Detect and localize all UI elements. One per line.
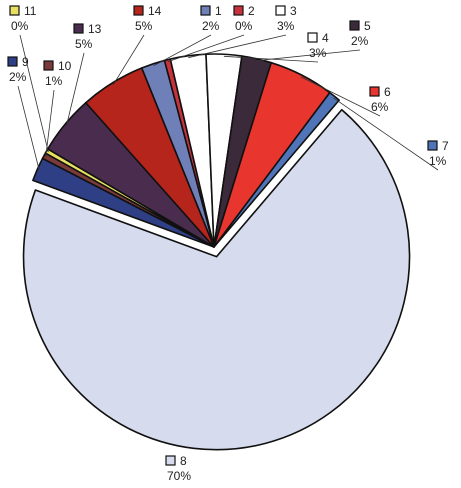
slice-label-8: 870% — [165, 454, 191, 483]
pie-slice-8 — [22, 108, 411, 451]
slice-label-5: 52% — [349, 19, 371, 48]
labels-layer: 12%20%33%43%52%66%71%870%92%101%110% 135%… — [7, 4, 449, 483]
slice-name-11: 11 — [24, 4, 37, 18]
slice-label-1: 12% — [200, 4, 222, 33]
slice-percent-2: 0% — [235, 19, 253, 33]
slice-name-3: 3 — [290, 4, 297, 18]
slice-percent-4: 3% — [309, 46, 327, 60]
slice-name-5: 5 — [364, 19, 371, 33]
legend-swatch-5 — [349, 20, 360, 31]
slice-label-10: 101% — [43, 59, 72, 88]
legend-swatch-1 — [200, 5, 211, 16]
slice-label-11: 110% — [9, 4, 37, 33]
slice-percent-5: 2% — [351, 34, 369, 48]
slice-name-1: 1 — [215, 4, 222, 18]
slice-percent-10: 1% — [45, 74, 63, 88]
slice-percent-3: 3% — [277, 19, 295, 33]
slice-name-2: 2 — [248, 4, 255, 18]
legend-swatch-13 — [73, 23, 84, 34]
leader-lines-layer — [17, 34, 439, 171]
slice-name-13: 13 — [88, 22, 102, 36]
pie-slice-14 — [85, 67, 215, 248]
slice-label-14: 145% — [133, 4, 162, 33]
slice-label-2: 20% — [233, 4, 255, 33]
slice-percent-13: 5% — [75, 37, 93, 51]
leader-line-7 — [333, 97, 439, 171]
slice-percent-1: 2% — [202, 19, 220, 33]
slice-label-6: 66% — [369, 85, 391, 114]
legend-swatch-4 — [307, 32, 318, 43]
legend-swatch-7 — [427, 140, 438, 151]
leader-line-6 — [300, 76, 381, 117]
leader-line-5 — [256, 49, 361, 62]
legend-swatch-8 — [165, 455, 176, 466]
leader-line-11 — [19, 34, 49, 153]
leader-line-1 — [153, 34, 212, 67]
slice-percent-8: 70% — [167, 469, 191, 483]
slice-name-9: 9 — [22, 55, 29, 69]
legend-swatch-11 — [9, 5, 20, 16]
slice-percent-6: 6% — [371, 100, 389, 114]
slice-label-4: 43% — [307, 31, 329, 60]
legend-swatch-3 — [275, 5, 286, 16]
legend-swatch-9 — [7, 56, 18, 67]
leader-line-2 — [167, 34, 245, 63]
slice-percent-14: 5% — [135, 19, 153, 33]
slice-name-7: 7 — [442, 139, 449, 153]
pie-slice-7 — [213, 91, 340, 248]
slice-percent-11: 0% — [11, 19, 29, 33]
slice-name-8: 8 — [180, 454, 187, 468]
slice-label-3: 33% — [275, 4, 297, 33]
slice-name-14: 14 — [148, 4, 162, 18]
slice-name-6: 6 — [384, 85, 391, 99]
legend-swatch-6 — [369, 86, 380, 97]
slice-percent-7: 1% — [429, 154, 447, 168]
legend-swatch-10 — [43, 60, 54, 71]
leader-line-9 — [17, 85, 40, 171]
legend-swatch-2 — [233, 5, 244, 16]
slice-name-4: 4 — [322, 31, 329, 45]
slices-layer — [22, 53, 411, 451]
leader-line-14 — [112, 34, 145, 85]
slice-percent-9: 2% — [9, 70, 27, 84]
legend-swatch-14 — [133, 5, 144, 16]
slice-label-7: 71% — [427, 139, 449, 168]
leader-line-3 — [188, 34, 287, 59]
slice-name-10: 10 — [58, 59, 72, 73]
leader-line-13 — [66, 52, 85, 126]
slice-label-13: 135% — [73, 22, 102, 51]
slice-label-9: 92% — [7, 55, 29, 84]
